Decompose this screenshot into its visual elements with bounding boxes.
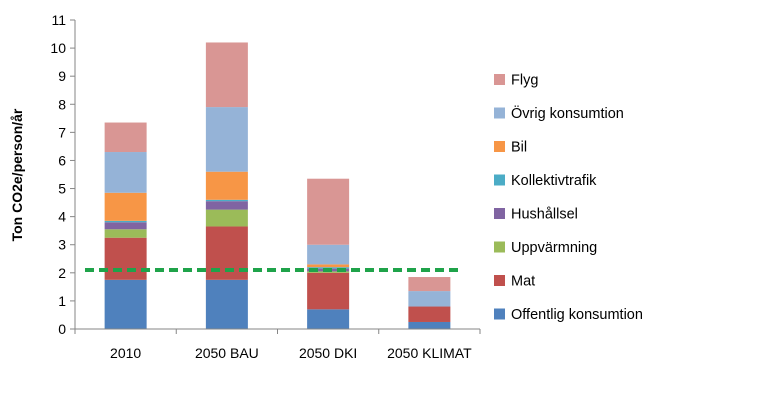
legend-swatch	[494, 174, 505, 186]
legend-swatch	[494, 141, 505, 152]
bar-segment	[307, 178, 350, 245]
legend-swatch	[494, 107, 505, 119]
y-tick-label: 1	[58, 293, 66, 309]
legend-swatch	[494, 241, 505, 253]
legend-label: Uppvärmning	[511, 240, 597, 256]
bar-segment	[205, 199, 248, 202]
bar-segment	[307, 264, 350, 268]
bar-segment	[104, 192, 147, 221]
x-category-label: 2010	[110, 345, 141, 361]
bar-segment	[205, 209, 248, 227]
legend-swatch	[494, 74, 505, 85]
bar-segment	[408, 306, 451, 322]
y-tick-label: 8	[58, 96, 66, 112]
bar-segment	[104, 122, 147, 153]
y-tick-label: 7	[58, 124, 66, 140]
legend-label: Bil	[511, 140, 527, 156]
y-tick-label: 10	[50, 40, 66, 56]
bar-segment	[205, 279, 248, 329]
bar-segment	[408, 277, 451, 292]
legend-label: Flyg	[511, 73, 538, 89]
legend-swatch	[494, 208, 505, 219]
legend-label: Kollektivtrafik	[511, 173, 597, 189]
x-axis-labels: 2010 2050 BAU 2050 DKI 2050 KLIMAT	[110, 345, 472, 361]
legend-label: Offentlig konsumtion	[511, 307, 643, 323]
bar-segment	[307, 272, 350, 310]
bars	[104, 42, 451, 329]
bar-segment	[408, 291, 451, 307]
legend-label: Mat	[511, 274, 535, 290]
legend-label: Övrig konsumtion	[511, 104, 624, 122]
bar-segment	[104, 229, 147, 238]
bar-segment	[307, 244, 350, 265]
y-tick-label: 9	[58, 68, 66, 84]
x-category-label: 2050 DKI	[299, 345, 357, 361]
bar-segment	[104, 237, 147, 280]
x-category-label: 2050 KLIMAT	[387, 345, 472, 361]
axes	[74, 20, 481, 334]
bar-segment	[205, 107, 248, 172]
bar-segment	[307, 309, 350, 329]
y-tick-label: 2	[58, 265, 66, 281]
x-category-label: 2050 BAU	[195, 345, 259, 361]
bar-segment	[307, 271, 350, 273]
y-tick-label: 11	[51, 12, 66, 28]
legend-swatch	[494, 308, 505, 320]
y-axis-title: Ton CO2e/person/år	[9, 108, 25, 241]
y-tick-label: 0	[58, 321, 66, 337]
bar-segment	[408, 321, 451, 329]
bar-segment	[104, 222, 147, 230]
legend-label: Hushållsel	[511, 207, 578, 223]
y-tick-label: 5	[58, 181, 66, 197]
y-tick-label: 4	[58, 209, 66, 225]
y-tick-label: 3	[58, 237, 66, 253]
legend: Flyg Övrig konsumtion Bil Kollektivtrafik Hu…	[494, 73, 643, 323]
bar-segment	[205, 201, 248, 210]
y-axis-ticks: 0 1 2 3 4 5 6 7 8 9 10 11	[50, 12, 75, 337]
bar-segment	[104, 220, 147, 223]
bar-segment	[205, 42, 248, 108]
y-tick-label: 6	[58, 152, 66, 168]
bar-segment	[307, 267, 350, 269]
bar-segment	[104, 152, 147, 193]
bar-segment	[104, 279, 147, 329]
legend-swatch	[494, 275, 505, 286]
bar-segment	[205, 171, 248, 200]
